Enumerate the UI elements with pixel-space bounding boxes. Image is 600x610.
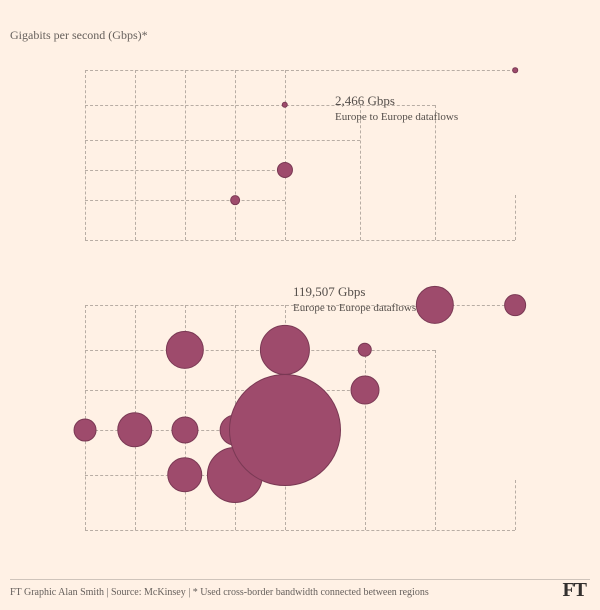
data-bubble (171, 416, 198, 443)
chart-callout: 119,507 GbpsEurope to Europe dataflows (293, 283, 416, 315)
data-bubble (230, 195, 240, 205)
data-bubble (358, 343, 372, 357)
grid-row (85, 200, 285, 201)
footer-credit: FT Graphic Alan Smith | Source: McKinsey… (10, 587, 429, 598)
grid-row (85, 70, 515, 71)
data-bubble (117, 412, 152, 447)
grid-col (85, 70, 86, 240)
callout-value: 119,507 Gbps (293, 283, 416, 301)
grid-col (185, 70, 186, 240)
grid-col (235, 70, 236, 240)
grid-col (435, 350, 436, 530)
grid-row (85, 140, 360, 141)
chart-callout: 2,466 GbpsEurope to Europe dataflows (335, 92, 458, 124)
chart-subtitle: Gigabits per second (Gbps)* (10, 28, 148, 43)
footer-divider (10, 579, 590, 580)
data-bubble (282, 102, 288, 108)
data-bubble (260, 325, 310, 375)
data-bubble (229, 374, 341, 486)
grid-row (85, 530, 515, 531)
grid-row (85, 170, 285, 171)
data-bubble (277, 162, 293, 178)
grid-col (135, 70, 136, 240)
bubble-chart-bottom: 119,507 GbpsEurope to Europe dataflows (85, 305, 555, 530)
data-bubble (512, 67, 518, 73)
data-bubble (416, 286, 454, 324)
callout-label: Europe to Europe dataflows (293, 301, 416, 316)
grid-col (360, 105, 361, 240)
grid-col (285, 70, 286, 240)
callout-label: Europe to Europe dataflows (335, 110, 458, 125)
data-bubble (351, 376, 380, 405)
bubble-chart-top: 2,466 GbpsEurope to Europe dataflows (85, 70, 555, 240)
ft-logo: FT (562, 579, 586, 602)
grid-col (515, 480, 516, 530)
data-bubble (74, 419, 97, 442)
callout-value: 2,466 Gbps (335, 92, 458, 110)
data-bubble (504, 294, 526, 316)
grid-col (85, 305, 86, 530)
grid-col (435, 105, 436, 240)
data-bubble (167, 457, 202, 492)
grid-row (85, 240, 515, 241)
data-bubble (166, 331, 204, 369)
grid-col (515, 195, 516, 240)
